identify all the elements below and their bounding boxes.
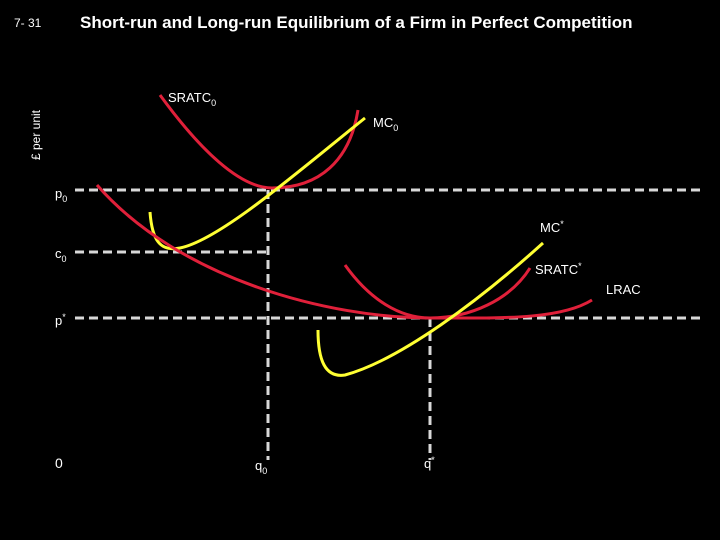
- mc-star-curve: [316, 241, 545, 377]
- origin-label: 0: [55, 455, 63, 471]
- mc-star-label: MC*: [540, 219, 564, 235]
- p-star-label: p*: [55, 312, 66, 328]
- mc0-label: MC0: [373, 115, 398, 133]
- sratc0-label: SRATC0: [168, 90, 216, 108]
- q0-label: q0: [255, 458, 267, 476]
- sratc-star-label: SRATC*: [535, 261, 582, 277]
- sratc-star-curve: [343, 264, 532, 320]
- mc0-curve: [148, 116, 366, 251]
- p0-label: p0: [55, 186, 67, 204]
- c0-label: c0: [55, 246, 67, 264]
- q-star-label: q*: [424, 455, 435, 471]
- y-axis-label: £ per unit: [29, 109, 43, 160]
- title: Short-run and Long-run Equilibrium of a …: [80, 13, 632, 32]
- lrac-curve: [95, 184, 593, 320]
- slide-number: 7- 31: [14, 16, 42, 30]
- lrac-label: LRAC: [606, 282, 641, 297]
- sratc0-curve: [158, 94, 360, 190]
